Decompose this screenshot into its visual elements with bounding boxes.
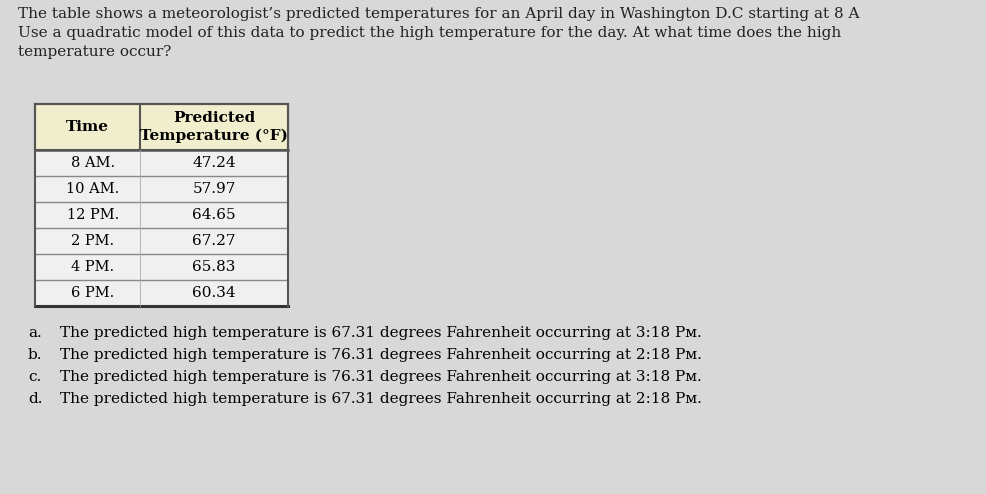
- Text: 2 PM.: 2 PM.: [71, 234, 114, 248]
- Text: The predicted high temperature is 67.31 degrees Fahrenheit occurring at 3:18 Pᴍ.: The predicted high temperature is 67.31 …: [60, 326, 701, 340]
- Text: 12 PM.: 12 PM.: [67, 208, 118, 222]
- Text: 8 AM.: 8 AM.: [71, 156, 114, 170]
- Text: c.: c.: [28, 370, 41, 384]
- Text: a.: a.: [28, 326, 41, 340]
- FancyBboxPatch shape: [35, 254, 288, 280]
- Text: 6 PM.: 6 PM.: [71, 286, 114, 300]
- Text: The predicted high temperature is 76.31 degrees Fahrenheit occurring at 3:18 Pᴍ.: The predicted high temperature is 76.31 …: [60, 370, 701, 384]
- Text: Use a quadratic model of this data to predict the high temperature for the day. : Use a quadratic model of this data to pr…: [18, 26, 840, 40]
- Text: 64.65: 64.65: [192, 208, 236, 222]
- Text: 47.24: 47.24: [192, 156, 236, 170]
- FancyBboxPatch shape: [35, 176, 288, 202]
- Text: 60.34: 60.34: [192, 286, 236, 300]
- Text: 67.27: 67.27: [192, 234, 236, 248]
- Text: Predicted
Temperature (°F): Predicted Temperature (°F): [140, 111, 288, 143]
- FancyBboxPatch shape: [35, 202, 288, 228]
- Text: The table shows a meteorologist’s predicted temperatures for an April day in Was: The table shows a meteorologist’s predic…: [18, 7, 859, 21]
- FancyBboxPatch shape: [35, 150, 288, 176]
- Text: Time: Time: [66, 120, 108, 134]
- Text: b.: b.: [28, 348, 42, 362]
- FancyBboxPatch shape: [35, 280, 288, 306]
- Text: d.: d.: [28, 392, 42, 406]
- Text: temperature occur?: temperature occur?: [18, 45, 172, 59]
- Text: 10 AM.: 10 AM.: [66, 182, 119, 196]
- Text: 4 PM.: 4 PM.: [71, 260, 114, 274]
- FancyBboxPatch shape: [35, 104, 288, 150]
- FancyBboxPatch shape: [35, 228, 288, 254]
- Text: The predicted high temperature is 67.31 degrees Fahrenheit occurring at 2:18 Pᴍ.: The predicted high temperature is 67.31 …: [60, 392, 701, 406]
- Text: 57.97: 57.97: [192, 182, 236, 196]
- Text: The predicted high temperature is 76.31 degrees Fahrenheit occurring at 2:18 Pᴍ.: The predicted high temperature is 76.31 …: [60, 348, 701, 362]
- Text: 65.83: 65.83: [192, 260, 236, 274]
